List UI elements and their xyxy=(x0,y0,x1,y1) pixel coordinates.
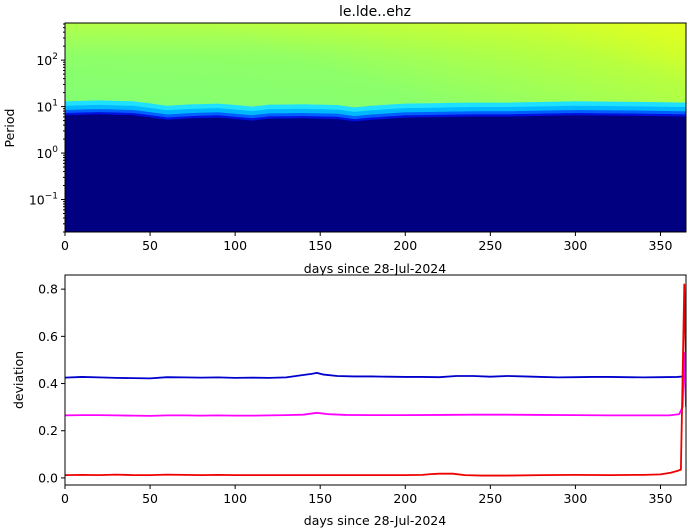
deviation-y-tick-label: 0.2 xyxy=(38,423,58,438)
deviation-y-axis-label: deviation xyxy=(11,351,26,409)
heatmap-x-tick-label: 0 xyxy=(61,238,69,253)
heatmap-y-axis-label: Period xyxy=(2,109,17,148)
deviation-y-tick-label: 0.0 xyxy=(38,470,58,485)
heatmap-x-tick-label: 250 xyxy=(478,238,502,253)
deviation-x-tick-label: 100 xyxy=(223,491,247,506)
heatmap-y-tick-label: 102 xyxy=(36,52,58,68)
deviation-y-tick-label: 0.4 xyxy=(38,376,58,391)
heatmap-x-tick-label: 300 xyxy=(563,238,587,253)
deviation-x-axis-label: days since 28-Jul-2024 xyxy=(304,513,446,528)
deviation-x-tick-label: 50 xyxy=(142,491,158,506)
heatmap-plot-area xyxy=(65,23,686,232)
heatmap-frame xyxy=(64,22,687,233)
heatmap-x-tick-label: 350 xyxy=(649,238,673,253)
deviation-x-tick-label: 250 xyxy=(478,491,502,506)
heatmap-y-tick-label: 10−1 xyxy=(29,192,58,208)
deviation-y-tick-label: 0.8 xyxy=(38,282,58,297)
heatmap-axes: 0 50 100 150 200 250 300 350 10−1 100 101 102 xyxy=(29,22,687,253)
heatmap-x-tick-label: 100 xyxy=(223,238,247,253)
deviation-plot-area xyxy=(65,283,686,477)
deviation-axes: 0 50 100 150 200 250 300 350 0.0 0.2 0.4 0.6 0.8 xyxy=(38,274,687,506)
deviation-series-line-3 xyxy=(65,283,686,477)
heatmap-title: le.lde..ehz xyxy=(339,4,411,20)
deviation-x-tick-label: 150 xyxy=(308,491,332,506)
heatmap-x-tick-label: 200 xyxy=(393,238,417,253)
deviation-y-tick-label: 0.6 xyxy=(38,329,58,344)
deviation-x-tick-label: 200 xyxy=(393,491,417,506)
heatmap-x-tick-label: 150 xyxy=(308,238,332,253)
heatmap-x-tick-label: 50 xyxy=(142,238,158,253)
deviation-series-line-1 xyxy=(65,372,683,380)
deviation-x-tick-label: 300 xyxy=(563,491,587,506)
heatmap-y-tick-label: 100 xyxy=(36,145,58,161)
deviation-frame xyxy=(64,274,687,486)
heatmap-y-tick-label: 101 xyxy=(36,99,58,115)
heatmap-x-axis-label: days since 28-Jul-2024 xyxy=(304,261,446,276)
deviation-x-tick-label: 0 xyxy=(61,491,69,506)
deviation-series-line-2 xyxy=(65,351,686,417)
heatmap-band-navy xyxy=(65,114,686,232)
deviation-x-tick-label: 350 xyxy=(649,491,673,506)
